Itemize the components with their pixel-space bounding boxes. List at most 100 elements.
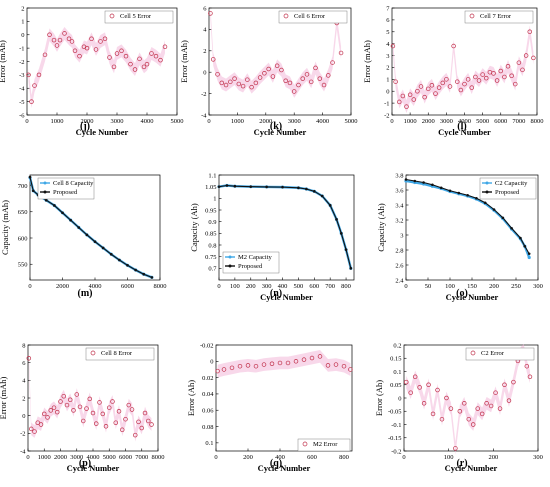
error-point bbox=[393, 79, 398, 84]
series-point bbox=[233, 184, 237, 188]
y-tick-label: 0 bbox=[398, 395, 401, 402]
y-tick-label: -3 bbox=[19, 72, 24, 79]
series-point bbox=[217, 185, 221, 188]
series-point bbox=[61, 211, 64, 215]
error-point bbox=[137, 56, 142, 62]
error-point bbox=[77, 53, 82, 59]
error-point bbox=[103, 424, 109, 429]
error-point bbox=[249, 84, 254, 90]
legend-marker bbox=[109, 13, 115, 19]
error-point bbox=[219, 80, 225, 86]
series-point bbox=[339, 232, 343, 235]
legend-box bbox=[464, 10, 534, 24]
error-point bbox=[523, 53, 529, 58]
legend-label: Proposed bbox=[238, 263, 263, 270]
error-point bbox=[301, 357, 307, 362]
legend-marker bbox=[283, 13, 289, 19]
x-tick-label: 3000 bbox=[440, 118, 453, 125]
y-tick-label: 4 bbox=[386, 41, 390, 48]
x-tick-label: 5000 bbox=[476, 118, 489, 125]
y-axis-label: Error (mAh) bbox=[362, 40, 372, 83]
x-tick-label: 250 bbox=[511, 283, 521, 290]
series-point bbox=[265, 185, 268, 189]
x-tick-label: 100 bbox=[230, 283, 240, 290]
y-tick-label: 6 bbox=[22, 360, 26, 367]
y-tick-label: 7 bbox=[386, 5, 390, 12]
error-point bbox=[426, 382, 431, 388]
series-point bbox=[328, 204, 332, 207]
error-point bbox=[502, 74, 507, 80]
x-axis-label: Cycle Number bbox=[445, 463, 498, 473]
x-tick-label: 1000 bbox=[231, 118, 244, 125]
error-point bbox=[72, 48, 78, 54]
error-point bbox=[136, 419, 141, 425]
y-tick-label: 0.1 bbox=[205, 440, 213, 447]
series-point bbox=[349, 267, 353, 270]
x-tick-label: 500 bbox=[294, 283, 304, 290]
x-tick-label: 0 bbox=[402, 454, 405, 461]
error-point bbox=[400, 93, 406, 99]
error-point bbox=[457, 409, 463, 414]
error-point bbox=[69, 39, 75, 44]
x-axis-label: Cycle Number bbox=[438, 127, 491, 137]
error-point bbox=[32, 83, 37, 88]
error-point bbox=[77, 404, 83, 410]
error-point bbox=[208, 11, 213, 16]
series-point bbox=[225, 184, 229, 187]
legend-label: M2 Error bbox=[313, 441, 338, 448]
error-point bbox=[502, 382, 507, 388]
x-tick-label: 400 bbox=[275, 454, 285, 461]
error-point bbox=[66, 36, 72, 42]
y-tick-label: 0.85 bbox=[205, 231, 216, 238]
error-point bbox=[266, 66, 271, 72]
series-point bbox=[118, 258, 121, 262]
y-tick-label: 3.2 bbox=[395, 217, 403, 224]
x-tick-label: 700 bbox=[325, 283, 335, 290]
error-point bbox=[480, 72, 485, 77]
error-point bbox=[300, 76, 305, 81]
x-tick-label: 100 bbox=[444, 454, 454, 461]
error-point bbox=[132, 67, 138, 72]
y-axis-label: Error (mAh) bbox=[0, 376, 8, 419]
error-point bbox=[100, 411, 105, 417]
chart-panel-m: 0 2000 4000 6000 8000 550 600 650 700 Capacity (m… bbox=[0, 174, 167, 299]
error-point bbox=[412, 374, 418, 380]
error-point bbox=[64, 402, 70, 408]
error-point bbox=[142, 410, 148, 416]
series-line bbox=[405, 178, 530, 255]
plot-frame bbox=[27, 344, 159, 452]
error-point bbox=[444, 77, 449, 82]
y-tick-label: 0.8 bbox=[208, 242, 216, 249]
panel-label: (n) bbox=[270, 288, 282, 299]
error-point bbox=[321, 82, 327, 88]
x-tick-label: 2000 bbox=[81, 118, 94, 125]
error-point bbox=[153, 53, 159, 59]
error-point bbox=[451, 43, 456, 49]
error-point bbox=[61, 393, 66, 399]
error-point bbox=[317, 76, 323, 81]
x-tick-label: 1000 bbox=[404, 118, 417, 125]
error-point bbox=[317, 354, 323, 359]
error-point bbox=[221, 367, 227, 372]
y-tick-label: 0.75 bbox=[205, 254, 216, 261]
error-point bbox=[158, 57, 163, 63]
x-tick-label: 7000 bbox=[512, 118, 525, 125]
x-tick-label: 8000 bbox=[154, 283, 167, 290]
error-point bbox=[444, 395, 449, 401]
y-tick-label: 3 bbox=[400, 232, 403, 239]
x-tick-label: 3000 bbox=[288, 118, 301, 125]
error-point bbox=[426, 86, 431, 92]
series-point bbox=[483, 201, 487, 205]
y-axis-label: Capacity (Ah) bbox=[376, 203, 386, 252]
y-tick-label: 6 bbox=[203, 5, 207, 12]
y-tick-label: -2 bbox=[201, 91, 206, 98]
error-band bbox=[28, 26, 165, 109]
error-point bbox=[411, 97, 417, 102]
series-point bbox=[335, 218, 338, 221]
error-point bbox=[491, 71, 496, 76]
error-point bbox=[57, 37, 63, 43]
x-tick-label: 1000 bbox=[51, 118, 64, 125]
error-point bbox=[440, 80, 446, 86]
error-point bbox=[162, 44, 168, 50]
